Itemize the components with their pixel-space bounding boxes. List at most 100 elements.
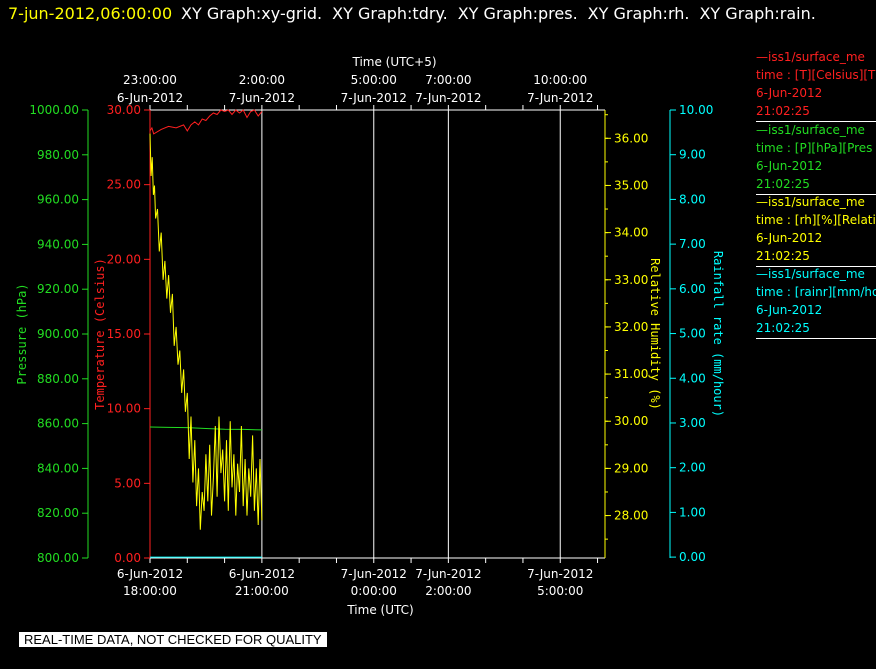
x-tick-label-date: 6-Jun-2012 [229,567,295,581]
x2-tick-label-date: 7-Jun-2012 [415,91,481,105]
legend-divider [756,121,876,122]
rain-tick-label: 9.00 [679,148,706,162]
legend-divider [756,338,876,339]
legend-variable: time : [rainr][mm/ho [756,285,876,299]
rain-axis-label: Rainfall rate (mm/hour) [711,251,725,417]
series-line-rh [149,133,263,530]
rain-tick-label: 5.00 [679,327,706,341]
x2-tick-label-date: 6-Jun-2012 [117,91,183,105]
graph-title-bar: XY Graph:xy-grid. XY Graph:tdry. XY Graph:… [181,4,826,23]
x2-tick-label-time: 7:00:00 [425,73,471,87]
temperature-tick-label: 25.00 [107,178,141,192]
rain-tick-label: 7.00 [679,237,706,251]
pressure-tick-label: 1000.00 [29,103,79,117]
pressure-tick-label: 880.00 [37,372,79,386]
x2-tick-label-date: 7-Jun-2012 [229,91,295,105]
quality-warning-banner: REAL-TIME DATA, NOT CHECKED FOR QUALITY [19,632,327,647]
legend-series-name: —iss1/surface_me [756,123,865,137]
x2-tick-label-time: 23:00:00 [123,73,177,87]
humidity-tick-label: 35.00 [614,178,648,192]
legend-time: 21:02:25 [756,104,810,118]
legend-date: 6-Jun-2012 [756,86,823,100]
rain-tick-label: 8.00 [679,192,706,206]
humidity-tick-label: 30.00 [614,414,648,428]
humidity-tick-label: 32.00 [614,320,648,334]
legend-variable: time : [P][hPa][Pres [756,141,873,155]
pressure-tick-label: 860.00 [37,417,79,431]
x2-tick-label-time: 10:00:00 [533,73,587,87]
legend-pressure[interactable]: —iss1/surface_me time : [P][hPa][Pres 6-… [756,121,876,195]
legend-variable: time : [rh][%][Relati [756,213,876,227]
x-tick-label-date: 7-Jun-2012 [341,567,407,581]
legend-variable: time : [T][Celsius][T [756,68,876,82]
legend-time: 21:02:25 [756,321,810,335]
pressure-tick-label: 900.00 [37,327,79,341]
graph-title-pres[interactable]: XY Graph:pres. [457,4,578,23]
rain-tick-label: 2.00 [679,461,706,475]
pressure-tick-label: 920.00 [37,282,79,296]
x-axis-label: Time (UTC) [346,603,413,617]
pressure-tick-label: 940.00 [37,237,79,251]
legend-time: 21:02:25 [756,177,810,191]
humidity-tick-label: 36.00 [614,131,648,145]
graph-title-rh[interactable]: XY Graph:rh. [587,4,690,23]
temperature-tick-label: 20.00 [107,252,141,266]
x-tick-label-time: 18:00:00 [123,584,177,598]
x-tick-label-time: 0:00:00 [351,584,397,598]
pressure-tick-label: 820.00 [37,506,79,520]
pressure-axis-label: Pressure (hPa) [15,283,29,384]
legend-series-name: —iss1/surface_me [756,195,865,209]
x-tick-label-date: 6-Jun-2012 [117,567,183,581]
x-tick-label-time: 5:00:00 [537,584,583,598]
pressure-tick-label: 960.00 [37,193,79,207]
rain-tick-label: 0.00 [679,550,706,564]
legend-series-name: —iss1/surface_me [756,267,865,281]
legend-rain[interactable]: —iss1/surface_me time : [rainr][mm/ho 6-… [756,265,876,339]
graph-title-rain[interactable]: XY Graph:rain. [699,4,816,23]
humidity-tick-label: 28.00 [614,509,648,523]
x2-tick-label-time: 2:00:00 [239,73,285,87]
rain-tick-label: 6.00 [679,282,706,296]
x2-tick-label-date: 7-Jun-2012 [341,91,407,105]
legend-date: 6-Jun-2012 [756,159,823,173]
legend-divider [756,266,876,267]
temperature-tick-label: 15.00 [107,327,141,341]
x2-tick-label-time: 5:00:00 [351,73,397,87]
legend-date: 6-Jun-2012 [756,231,823,245]
series-line-P [149,426,262,431]
x2-tick-label-date: 7-Jun-2012 [527,91,593,105]
header-date: 7-jun-2012,06:00:00 [8,4,173,23]
temperature-axis-label: Temperature (Celsius) [93,258,107,410]
pressure-tick-label: 980.00 [37,148,79,162]
temperature-tick-label: 5.00 [114,476,141,490]
series-line-T [149,109,263,135]
graph-title-tdry[interactable]: XY Graph:tdry. [332,4,448,23]
x2-axis-label: Time (UTC+5) [351,55,436,69]
temperature-tick-label: 30.00 [107,103,141,117]
pressure-tick-label: 800.00 [37,551,79,565]
humidity-tick-label: 33.00 [614,273,648,287]
rain-tick-label: 4.00 [679,371,706,385]
rain-tick-label: 1.00 [679,505,706,519]
legend-temperature[interactable]: —iss1/surface_me time : [T][Celsius][T 6… [756,48,876,122]
temperature-tick-label: 10.00 [107,402,141,416]
humidity-tick-label: 34.00 [614,226,648,240]
rain-tick-label: 3.00 [679,416,706,430]
legend-divider [756,194,876,195]
legend-humidity[interactable]: —iss1/surface_me time : [rh][%][Relati 6… [756,193,876,267]
x-tick-label-date: 7-Jun-2012 [527,567,593,581]
pressure-tick-label: 840.00 [37,461,79,475]
humidity-axis-label: Relative Humidity (%) [648,258,662,410]
x-tick-label-time: 21:00:00 [235,584,289,598]
humidity-tick-label: 29.00 [614,461,648,475]
humidity-tick-label: 31.00 [614,367,648,381]
legend-time: 21:02:25 [756,249,810,263]
x-tick-label-date: 7-Jun-2012 [415,567,481,581]
legend-series-name: —iss1/surface_me [756,50,865,64]
rain-tick-label: 10.00 [679,103,713,117]
graph-title-xy-grid[interactable]: XY Graph:xy-grid. [181,4,323,23]
temperature-tick-label: 0.00 [114,551,141,565]
legend-date: 6-Jun-2012 [756,303,823,317]
x-tick-label-time: 2:00:00 [425,584,471,598]
